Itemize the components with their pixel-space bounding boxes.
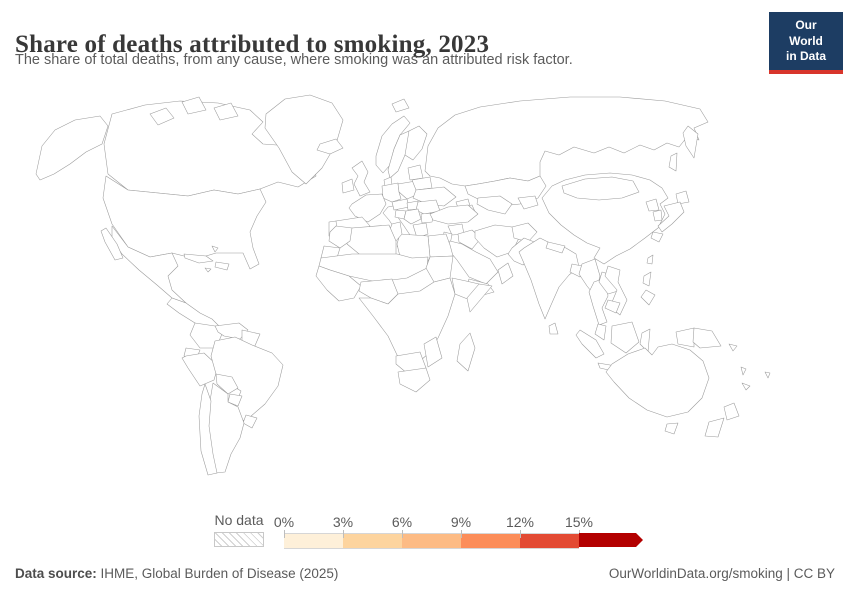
legend-no-data-swatch[interactable] [214,532,264,547]
country-russia-kamchatka[interactable] [682,125,699,159]
country-japan-hokkaido[interactable] [675,190,690,205]
legend-no-data-label: No data [214,512,264,528]
owid-logo-line1: Our World [789,18,823,48]
legend-ticks: 0% 3% 6% 9% 12% 15% [274,514,646,538]
country-finland[interactable] [404,125,428,161]
legend-tick-label: 3% [332,514,354,530]
country-uk[interactable] [351,160,371,197]
country-nepal[interactable] [545,241,566,254]
country-cambodia[interactable] [604,299,621,314]
world-choropleth-map [35,94,771,476]
country-mexico-baja[interactable] [100,227,124,261]
country-philippines[interactable] [642,271,652,287]
country-greece[interactable] [412,222,429,239]
country-uruguay[interactable] [242,414,258,429]
legend-tick-label: 12% [505,514,535,530]
country-svalbard[interactable] [391,98,410,113]
data-source-value: IHME, Global Burden of Disease (2025) [96,566,339,581]
country-russia-sakhalin[interactable] [668,152,678,172]
country-ireland[interactable] [341,178,355,194]
country-peru[interactable] [181,352,219,387]
country-afghanistan[interactable] [511,222,538,243]
country-vietnam[interactable] [604,265,628,316]
country-canada-arctic[interactable] [213,102,239,121]
country-chile[interactable] [198,383,218,476]
chart-footer: Data source: IHME, Global Burden of Dise… [15,566,835,581]
owid-logo-line2: in Data [785,49,826,64]
country-mongolia[interactable] [561,176,640,201]
country-taiwan[interactable] [646,254,654,265]
country-new-caledonia[interactable] [741,382,751,391]
country-png[interactable] [692,327,722,349]
legend-bin-15+[interactable] [579,533,643,547]
legend-no-data: No data [214,512,264,547]
country-cuba[interactable] [183,253,214,264]
legend-colorbar [284,533,646,549]
country-bolivia[interactable] [215,373,239,395]
country-belarus[interactable] [411,176,433,191]
country-romania[interactable] [415,199,441,215]
country-jamaica[interactable] [204,267,212,273]
legend-colorbar-group: 0% 3% 6% 9% 12% 15% [274,514,646,549]
legend-tick-label: 0% [273,514,295,530]
country-japan-kyushu[interactable] [650,231,664,243]
country-canada-arctic[interactable] [149,107,175,126]
country-australia[interactable] [605,343,710,418]
country-nz-north[interactable] [723,402,740,421]
country-indonesia-papua[interactable] [675,327,695,348]
country-venezuela[interactable] [214,322,249,340]
country-somalia[interactable] [466,283,493,313]
country-paraguay[interactable] [227,393,243,407]
country-nz-south[interactable] [704,417,725,438]
country-mexico[interactable] [111,225,187,304]
country-turkey[interactable] [429,204,479,225]
country-usa-alaska[interactable] [35,115,109,181]
country-solomon-islands[interactable] [728,343,738,352]
country-iceland[interactable] [316,138,344,155]
country-russia[interactable] [424,96,709,187]
map-legend: No data 0% 3% 6% 9% 12% 15% [214,512,646,549]
country-kyrgyz-tajik[interactable] [517,195,539,210]
legend-tick-label: 15% [564,514,594,530]
country-north-korea[interactable] [645,198,660,212]
owid-license-link[interactable]: OurWorldinData.org/smoking | CC BY [608,566,835,581]
country-greenland[interactable] [264,94,344,185]
country-fiji[interactable] [764,371,771,379]
country-south-korea[interactable] [652,209,663,222]
country-turkmen-uzbek[interactable] [476,195,513,215]
legend-tick-label: 6% [391,514,413,530]
chart-subtitle: The share of total deaths, from any caus… [15,52,573,68]
country-tasmania[interactable] [664,422,679,435]
legend-bin-9-12[interactable] [461,533,520,549]
country-west-africa[interactable] [315,265,362,302]
country-oman[interactable] [497,262,514,285]
country-malaysia[interactable] [594,323,607,341]
legend-bin-3-6[interactable] [343,533,402,549]
country-madagascar[interactable] [456,332,476,372]
country-indonesia-borneo[interactable] [610,321,640,354]
country-zimbabwe-mozambique[interactable] [423,336,443,368]
data-source-note: Data source: IHME, Global Burden of Dise… [15,566,338,581]
country-south-africa[interactable] [397,367,431,393]
country-sri-lanka[interactable] [548,322,559,335]
country-vanuatu[interactable] [740,366,747,376]
owid-logo: Our World in Data [769,12,843,74]
legend-bin-12-15[interactable] [520,533,579,549]
legend-bin-0-3[interactable] [284,533,343,549]
country-india[interactable] [518,237,580,320]
country-canada-arctic[interactable] [181,96,207,115]
legend-tick-label: 9% [450,514,472,530]
data-source-label: Data source: [15,566,97,581]
country-philippines[interactable] [640,289,656,306]
country-japan-honshu[interactable] [657,201,685,233]
country-hispaniola[interactable] [214,261,230,271]
page-title: Share of deaths attributed to smoking, 2… [15,30,490,58]
country-baltics[interactable] [407,164,424,181]
country-france[interactable] [348,193,387,223]
country-bahamas[interactable] [211,245,219,253]
country-indonesia-sumatra[interactable] [575,329,605,359]
legend-bin-6-9[interactable] [402,533,461,549]
country-serbia[interactable] [403,208,422,225]
